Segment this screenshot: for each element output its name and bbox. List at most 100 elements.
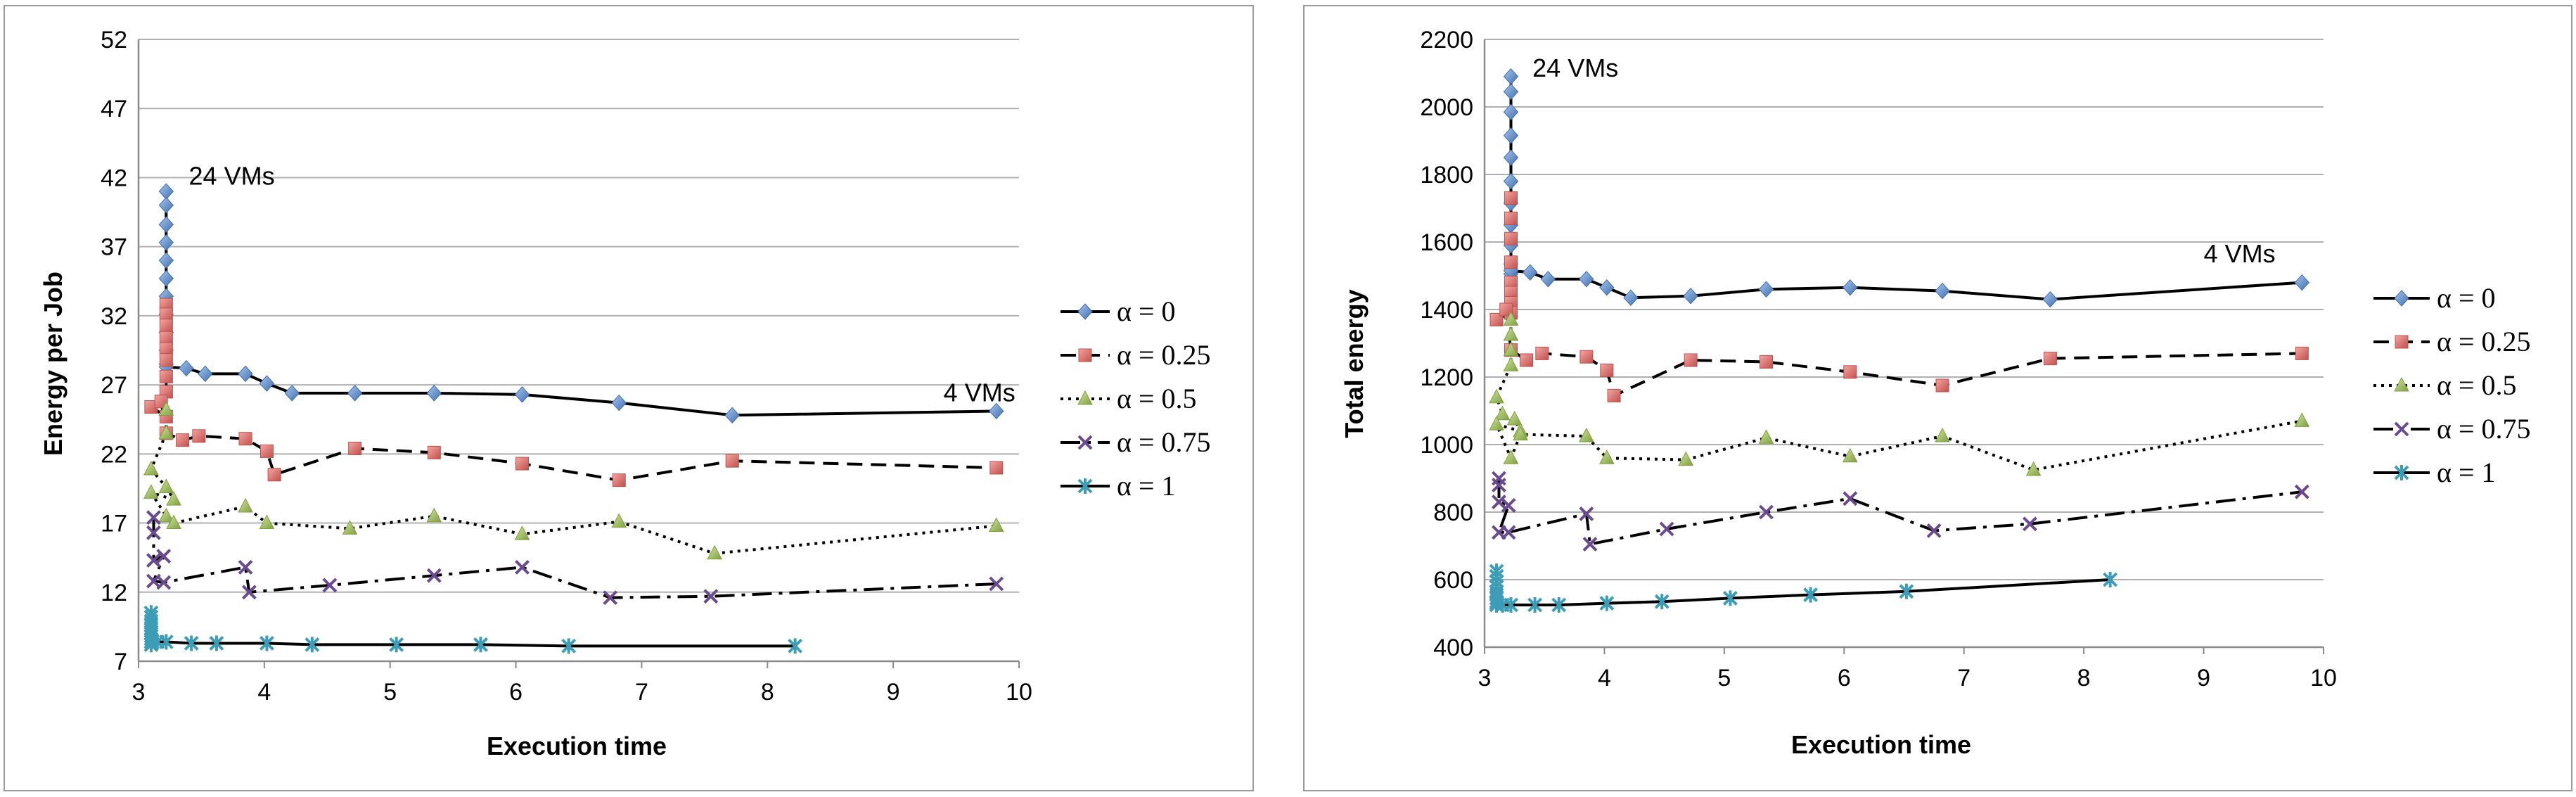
data-point: [2294, 274, 2309, 291]
data-point: [1935, 427, 1950, 442]
data-point: [1504, 231, 1518, 246]
y-tick-label: 2200: [1420, 27, 1473, 53]
y-tick-label: 47: [101, 96, 127, 122]
data-point: [348, 441, 362, 455]
chart-2-legend: α = 0 α = 0.25 α = 0.5 α = 0.75 α = 1: [2373, 282, 2531, 488]
data-point: [154, 395, 168, 409]
data-point: [427, 445, 441, 459]
legend-label: α = 0.25: [1117, 339, 1211, 371]
legend-marker: [1077, 478, 1093, 494]
chart-2-x-ticks: 3 4 5 6 7 8 9 10: [1478, 647, 2337, 691]
x-tick-label: 3: [132, 679, 146, 706]
data-point: [1926, 523, 1942, 538]
x-tick-label: 7: [635, 679, 648, 706]
y-tick-label: 1000: [1420, 432, 1473, 459]
x-tick-label: 5: [383, 679, 397, 706]
data-point: [347, 385, 363, 402]
data-point: [2294, 484, 2309, 499]
data-point: [1503, 311, 1519, 326]
y-tick-label: 7: [114, 649, 127, 675]
annotation-label: 24 VMs: [1532, 53, 1618, 82]
data-point: [1489, 416, 1504, 431]
data-point: [1760, 355, 1774, 369]
x-tick-label: 8: [761, 679, 774, 706]
y-tick-label: 2000: [1420, 94, 1473, 121]
legend-marker: [2394, 465, 2409, 480]
legend-label: α = 0: [1117, 295, 1176, 327]
data-point: [1503, 103, 1519, 120]
data-point: [1803, 587, 1818, 603]
chart-2-annotations: 24 VMs 4 VMs: [1532, 53, 2275, 268]
data-point: [1503, 127, 1519, 144]
data-point: [1843, 491, 1858, 506]
data-point: [1579, 506, 1594, 521]
data-point: [1494, 405, 1511, 421]
data-point: [473, 637, 488, 653]
chart-1-series: [143, 183, 1004, 654]
data-point: [1600, 363, 1614, 377]
data-point: [1623, 289, 1639, 306]
data-point: [612, 473, 626, 487]
chart-2-y-ticks: 400 600 800 1000 1200 1400 1600 1800 2000 2200: [1420, 27, 1473, 661]
chart-2-x-axis-title: Execution time: [1791, 730, 1971, 759]
x-tick-label: 10: [1006, 679, 1032, 706]
data-point: [179, 359, 194, 377]
data-point: [158, 216, 174, 233]
legend-label: α = 0.75: [2437, 413, 2531, 445]
data-point: [703, 589, 719, 604]
data-point: [1843, 279, 1858, 296]
data-point: [1579, 350, 1594, 364]
data-point: [1506, 410, 1523, 426]
y-tick-label: 1400: [1420, 297, 1473, 324]
data-point: [1599, 449, 1615, 464]
data-point: [1520, 353, 1534, 367]
data-point: [198, 365, 213, 383]
chart-1-legend: α = 0 α = 0.25 α = 0.5 α = 0.75 α = 1: [1060, 295, 1211, 502]
data-point: [1599, 595, 1615, 611]
data-point: [1582, 537, 1598, 552]
data-point: [305, 637, 320, 653]
y-tick-label: 17: [101, 511, 127, 537]
data-point: [426, 568, 442, 583]
data-point: [192, 429, 206, 443]
data-point: [1503, 83, 1519, 101]
data-point: [2103, 572, 2118, 587]
data-point: [1722, 590, 1738, 606]
data-point: [159, 319, 173, 333]
y-tick-label: 1600: [1420, 229, 1473, 256]
data-point: [1684, 353, 1698, 367]
data-point: [158, 270, 174, 287]
legend-label: α = 0.75: [1117, 426, 1211, 458]
data-point: [1492, 495, 1506, 510]
data-point: [238, 560, 253, 575]
data-point: [284, 385, 300, 402]
y-tick-label: 600: [1433, 567, 1473, 594]
y-tick-label: 12: [101, 580, 127, 606]
data-point: [2295, 346, 2309, 360]
legend-marker: [2394, 290, 2409, 307]
data-point: [158, 196, 174, 214]
legend-marker: [2394, 421, 2409, 437]
data-point: [989, 576, 1004, 592]
data-point: [1842, 447, 1858, 463]
legend-marker: [1077, 390, 1093, 405]
data-point: [2294, 412, 2310, 427]
data-point: [1899, 583, 1914, 599]
data-point: [158, 401, 174, 416]
legend-marker: [1077, 435, 1093, 450]
data-point: [1513, 426, 1528, 441]
data-point: [158, 234, 174, 251]
data-point: [238, 432, 252, 446]
data-point: [1551, 597, 1567, 613]
x-tick-label: 10: [2310, 665, 2337, 691]
data-point: [1492, 478, 1506, 493]
x-tick-label: 5: [1717, 665, 1731, 691]
chart-1-annotations: 24 VMs 4 VMs: [189, 161, 1015, 407]
chart-1-x-ticks: 3 4 5 6 7 8 9 10: [132, 661, 1032, 706]
x-tick-label: 3: [1478, 665, 1492, 691]
data-point: [259, 514, 275, 530]
data-point: [426, 385, 442, 402]
legend-marker: [2395, 335, 2409, 349]
data-point: [2042, 291, 2058, 308]
